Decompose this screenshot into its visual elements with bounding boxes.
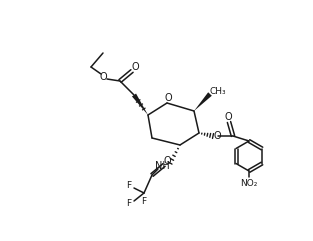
Text: CH₃: CH₃ — [210, 87, 226, 95]
Text: F: F — [126, 181, 131, 190]
Text: O: O — [164, 93, 172, 103]
Text: O: O — [224, 112, 232, 122]
Text: O: O — [163, 156, 171, 166]
Text: O: O — [213, 131, 221, 141]
Polygon shape — [132, 94, 148, 115]
Text: NO₂: NO₂ — [240, 179, 258, 187]
Text: F: F — [141, 196, 146, 206]
Text: O: O — [99, 72, 107, 82]
Text: F: F — [126, 199, 131, 208]
Polygon shape — [194, 92, 212, 111]
Text: NH: NH — [155, 161, 169, 171]
Text: O: O — [131, 62, 139, 72]
